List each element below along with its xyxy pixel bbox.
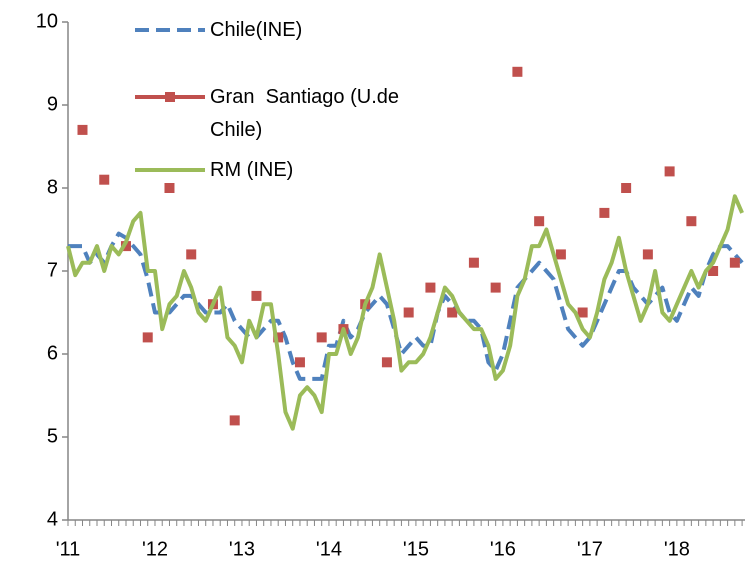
x-tick-label: '12 <box>142 538 168 560</box>
marker <box>99 174 110 185</box>
y-tick-label: 4 <box>47 508 58 530</box>
marker <box>251 290 262 301</box>
marker <box>316 332 327 343</box>
marker <box>686 216 697 227</box>
marker <box>577 307 588 318</box>
marker <box>403 307 414 318</box>
marker <box>381 357 392 368</box>
marker <box>142 332 153 343</box>
x-tick-label: '14 <box>316 538 342 560</box>
marker <box>708 266 719 276</box>
x-tick-label: '11 <box>56 538 81 560</box>
marker <box>77 124 88 135</box>
y-tick-label: 9 <box>47 93 58 115</box>
marker <box>425 282 436 293</box>
legend-label: Gran Santiago (U.de Chile) <box>210 86 405 141</box>
x-tick-label: '17 <box>577 538 603 560</box>
legend-marker <box>165 92 175 102</box>
marker <box>447 307 458 318</box>
marker <box>664 166 675 177</box>
legend-label: RM (INE) <box>210 159 294 181</box>
marker <box>468 257 479 268</box>
marker <box>599 207 610 218</box>
y-tick-label: 8 <box>47 176 58 198</box>
x-tick-label: '18 <box>664 538 690 560</box>
marker <box>534 216 545 227</box>
marker <box>729 257 740 268</box>
marker <box>229 415 240 426</box>
marker <box>186 249 197 260</box>
x-tick-label: '16 <box>490 538 516 560</box>
y-tick-label: 7 <box>47 259 58 281</box>
y-tick-label: 6 <box>47 342 58 364</box>
y-tick-label: 5 <box>47 425 58 447</box>
y-tick-label: 10 <box>36 10 58 32</box>
marker <box>642 249 653 260</box>
marker <box>621 183 632 193</box>
marker <box>294 357 305 368</box>
marker <box>273 332 284 343</box>
series-line <box>68 231 744 381</box>
x-tick-label: '13 <box>229 538 255 560</box>
marker <box>512 66 523 77</box>
legend-label: Chile(INE) <box>210 19 303 41</box>
series-line <box>66 194 744 431</box>
marker <box>164 183 175 193</box>
marker <box>120 241 131 252</box>
x-tick-label: '15 <box>403 538 429 560</box>
marker <box>555 249 566 260</box>
marker <box>490 282 501 293</box>
